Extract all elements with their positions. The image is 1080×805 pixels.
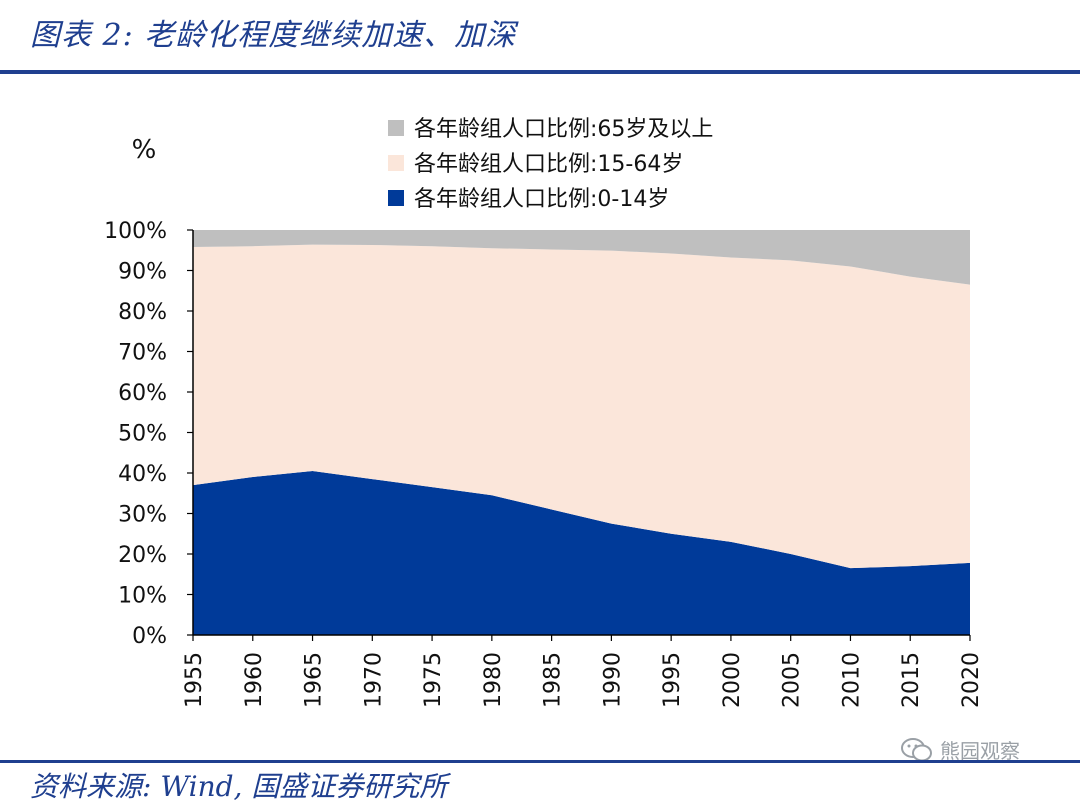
legend-swatch	[388, 155, 404, 171]
y-tick-label: 50%	[118, 422, 167, 447]
x-tick-label: 1970	[361, 652, 386, 708]
x-tick-label: 1960	[242, 652, 267, 708]
x-tick-label: 2005	[780, 652, 805, 708]
x-tick-label: 1955	[182, 652, 207, 708]
y-tick-label: 20%	[118, 543, 167, 568]
y-tick-label: 70%	[118, 341, 167, 366]
y-tick-label: 90%	[118, 260, 167, 285]
legend-label: 各年龄组人口比例:0-14岁	[414, 187, 669, 212]
y-tick-label: 80%	[118, 300, 167, 325]
title-divider	[0, 70, 1080, 74]
series-area-0	[193, 470, 970, 635]
x-tick-label: 1980	[481, 652, 506, 708]
series-area-2	[193, 230, 970, 285]
series-area-1	[193, 244, 970, 569]
x-tick-label: 1985	[541, 652, 566, 708]
legend-label: 各年龄组人口比例:65岁及以上	[414, 117, 713, 142]
x-tick-label: 1990	[600, 652, 625, 708]
legend-swatch	[388, 190, 404, 206]
y-tick-label: 10%	[118, 584, 167, 609]
x-tick-label: 2020	[959, 652, 984, 708]
y-tick-label: 100%	[104, 219, 167, 244]
footer-divider	[0, 760, 1080, 763]
x-tick-label: 2010	[839, 652, 864, 708]
stacked-area-chart: 0% 10% 20% 30% 40% 50% 60% 70% 80% 90% 100% 1955 196…	[104, 117, 984, 708]
y-tick-label: 30%	[118, 503, 167, 528]
watermark-label: 熊园观察	[940, 739, 1020, 763]
x-tick-label: 1995	[660, 652, 685, 708]
legend-swatch	[388, 120, 404, 136]
legend-label: 各年龄组人口比例:15-64岁	[414, 152, 683, 177]
source-note: 资料来源: Wind, 国盛证券研究所	[30, 770, 448, 803]
y-tick-label: 0%	[132, 624, 167, 649]
y-tick-label: 60%	[118, 381, 167, 406]
y-unit-label: %	[132, 135, 157, 165]
x-tick-label: 1965	[302, 652, 327, 708]
x-tick-label: 2000	[720, 652, 745, 708]
y-tick-label: 40%	[118, 462, 167, 487]
x-tick-label: 2015	[899, 652, 924, 708]
page-title: 图表 2: 老龄化程度继续加速、加深	[30, 18, 517, 53]
x-tick-label: 1975	[421, 652, 446, 708]
